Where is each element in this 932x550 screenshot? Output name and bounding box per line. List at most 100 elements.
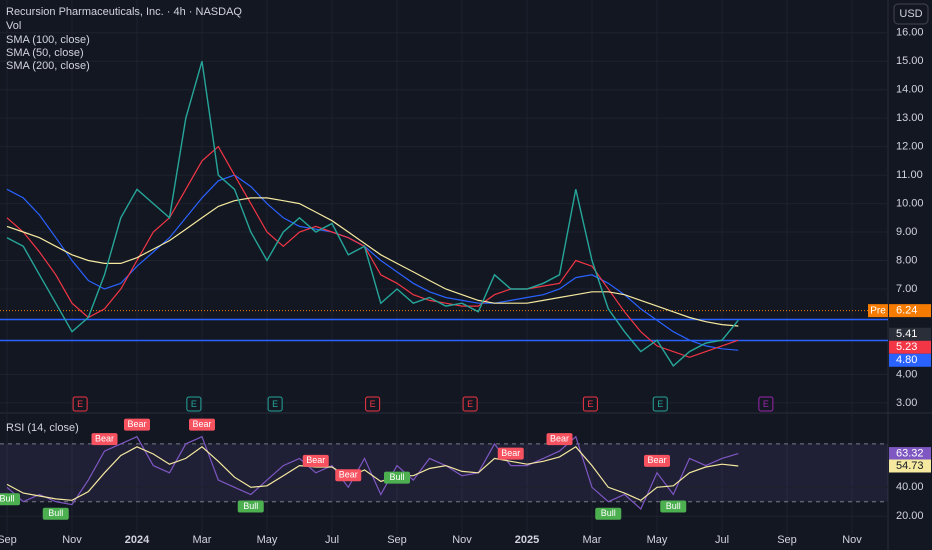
signal-label: Bear [306, 455, 325, 465]
y-tick-label: 20.00 [896, 510, 924, 522]
signal-badge [189, 418, 215, 431]
price-badge [889, 340, 931, 354]
price-badge-label: 5.23 [896, 341, 917, 353]
pre-badge [868, 304, 888, 318]
signal-label: Bear [501, 448, 520, 458]
earnings-label: E [763, 399, 769, 409]
signal-badge [546, 433, 573, 446]
currency-label[interactable]: USD [899, 8, 922, 20]
y-tick-label: 40.00 [896, 481, 924, 493]
signal-badge [237, 500, 264, 513]
signal-label: Bear [95, 434, 114, 444]
y-tick-label: 10.00 [896, 197, 924, 209]
earnings-label: E [657, 399, 663, 409]
pre-badge-label: Pre [870, 305, 886, 316]
price-line [6, 61, 739, 367]
x-tick-label: Mar [583, 534, 602, 546]
signal-label: Bull [666, 501, 681, 511]
x-tick-label: 2025 [515, 534, 539, 546]
legend-entry: SMA (50, close) [6, 47, 84, 59]
x-tick-label: Nov [62, 534, 82, 546]
x-tick-label: Sep [0, 534, 17, 546]
y-tick-label: 8.00 [896, 254, 917, 266]
x-tick-label: Mar [193, 534, 212, 546]
y-tick-label: 4.00 [896, 368, 917, 380]
x-tick-label: May [647, 534, 668, 546]
y-tick-label: 15.00 [896, 55, 924, 67]
y-tick-label: 3.00 [896, 397, 917, 409]
signal-badge [42, 507, 69, 520]
rsi-badge-label: 63.32 [896, 447, 924, 459]
sma-line [6, 145, 739, 358]
signal-badge [0, 493, 20, 506]
rsi-band [0, 443, 888, 502]
price-badge-label: 6.24 [896, 305, 917, 317]
earnings-label: E [77, 399, 83, 409]
y-tick-label: 12.00 [896, 141, 924, 153]
signal-badge [660, 500, 687, 513]
signal-badge [497, 447, 524, 460]
earnings-marker [462, 396, 478, 412]
rsi-title: RSI (14, close) [6, 422, 79, 434]
sma-line [6, 197, 739, 327]
signal-badge [644, 454, 670, 467]
x-tick-label: Jul [325, 534, 339, 546]
signal-badge [384, 471, 410, 484]
y-tick-label: 14.00 [896, 84, 924, 96]
legend-entry: SMA (100, close) [6, 34, 90, 46]
earnings-marker [365, 396, 381, 412]
y-tick-label: 9.00 [896, 226, 917, 238]
y-tick-label: 16.00 [896, 27, 924, 39]
earnings-label: E [272, 399, 278, 409]
price-badge [889, 304, 931, 318]
price-badge-label: 4.80 [896, 354, 917, 366]
price-badge-label: 5.41 [896, 328, 917, 340]
signal-label: Bull [601, 508, 616, 518]
x-tick-label: Nov [452, 534, 472, 546]
signal-badge [91, 433, 118, 446]
earnings-label: E [587, 399, 593, 409]
rsi-badge-label: 54.73 [896, 460, 924, 472]
x-tick-label: Sep [777, 534, 797, 546]
x-tick-label: Sep [387, 534, 407, 546]
signal-badge [124, 418, 150, 431]
signal-badge [335, 469, 362, 482]
x-tick-label: 2024 [125, 534, 150, 546]
signal-label: Bull [0, 494, 15, 504]
earnings-marker [582, 396, 598, 412]
signal-label: Bull [48, 508, 63, 518]
signal-badge [302, 454, 329, 467]
price-badge [889, 353, 931, 367]
chart-title: Recursion Pharmaceuticals, Inc. · 4h · N… [6, 6, 242, 18]
rsi-line [6, 435, 739, 510]
earnings-marker [72, 396, 88, 412]
x-tick-label: May [257, 534, 278, 546]
signal-label: Bear [127, 419, 146, 429]
signal-label: Bull [243, 501, 258, 511]
earnings-marker [758, 396, 774, 412]
rsi-badge [889, 459, 931, 473]
rsi-line [6, 446, 739, 501]
signal-label: Bear [339, 470, 358, 480]
plot [0, 0, 931, 535]
earnings-marker [267, 396, 283, 412]
signal-label: Bull [389, 472, 404, 482]
y-tick-label: 7.00 [896, 283, 917, 295]
earnings-label: E [191, 399, 197, 409]
price-badge [889, 327, 931, 341]
earnings-label: E [467, 399, 473, 409]
currency-button[interactable] [893, 3, 929, 25]
earnings-label: E [370, 399, 376, 409]
signal-badge [595, 507, 622, 520]
volume-label: Vol [6, 20, 21, 32]
signal-label: Bear [550, 434, 569, 444]
x-tick-label: Nov [842, 534, 862, 546]
legend-entry: SMA (200, close) [6, 60, 90, 72]
rsi-badge [889, 447, 931, 461]
earnings-marker [186, 396, 202, 412]
x-tick-label: Jul [715, 534, 729, 546]
y-tick-label: 13.00 [896, 112, 924, 124]
y-tick-label: 11.00 [896, 169, 923, 181]
